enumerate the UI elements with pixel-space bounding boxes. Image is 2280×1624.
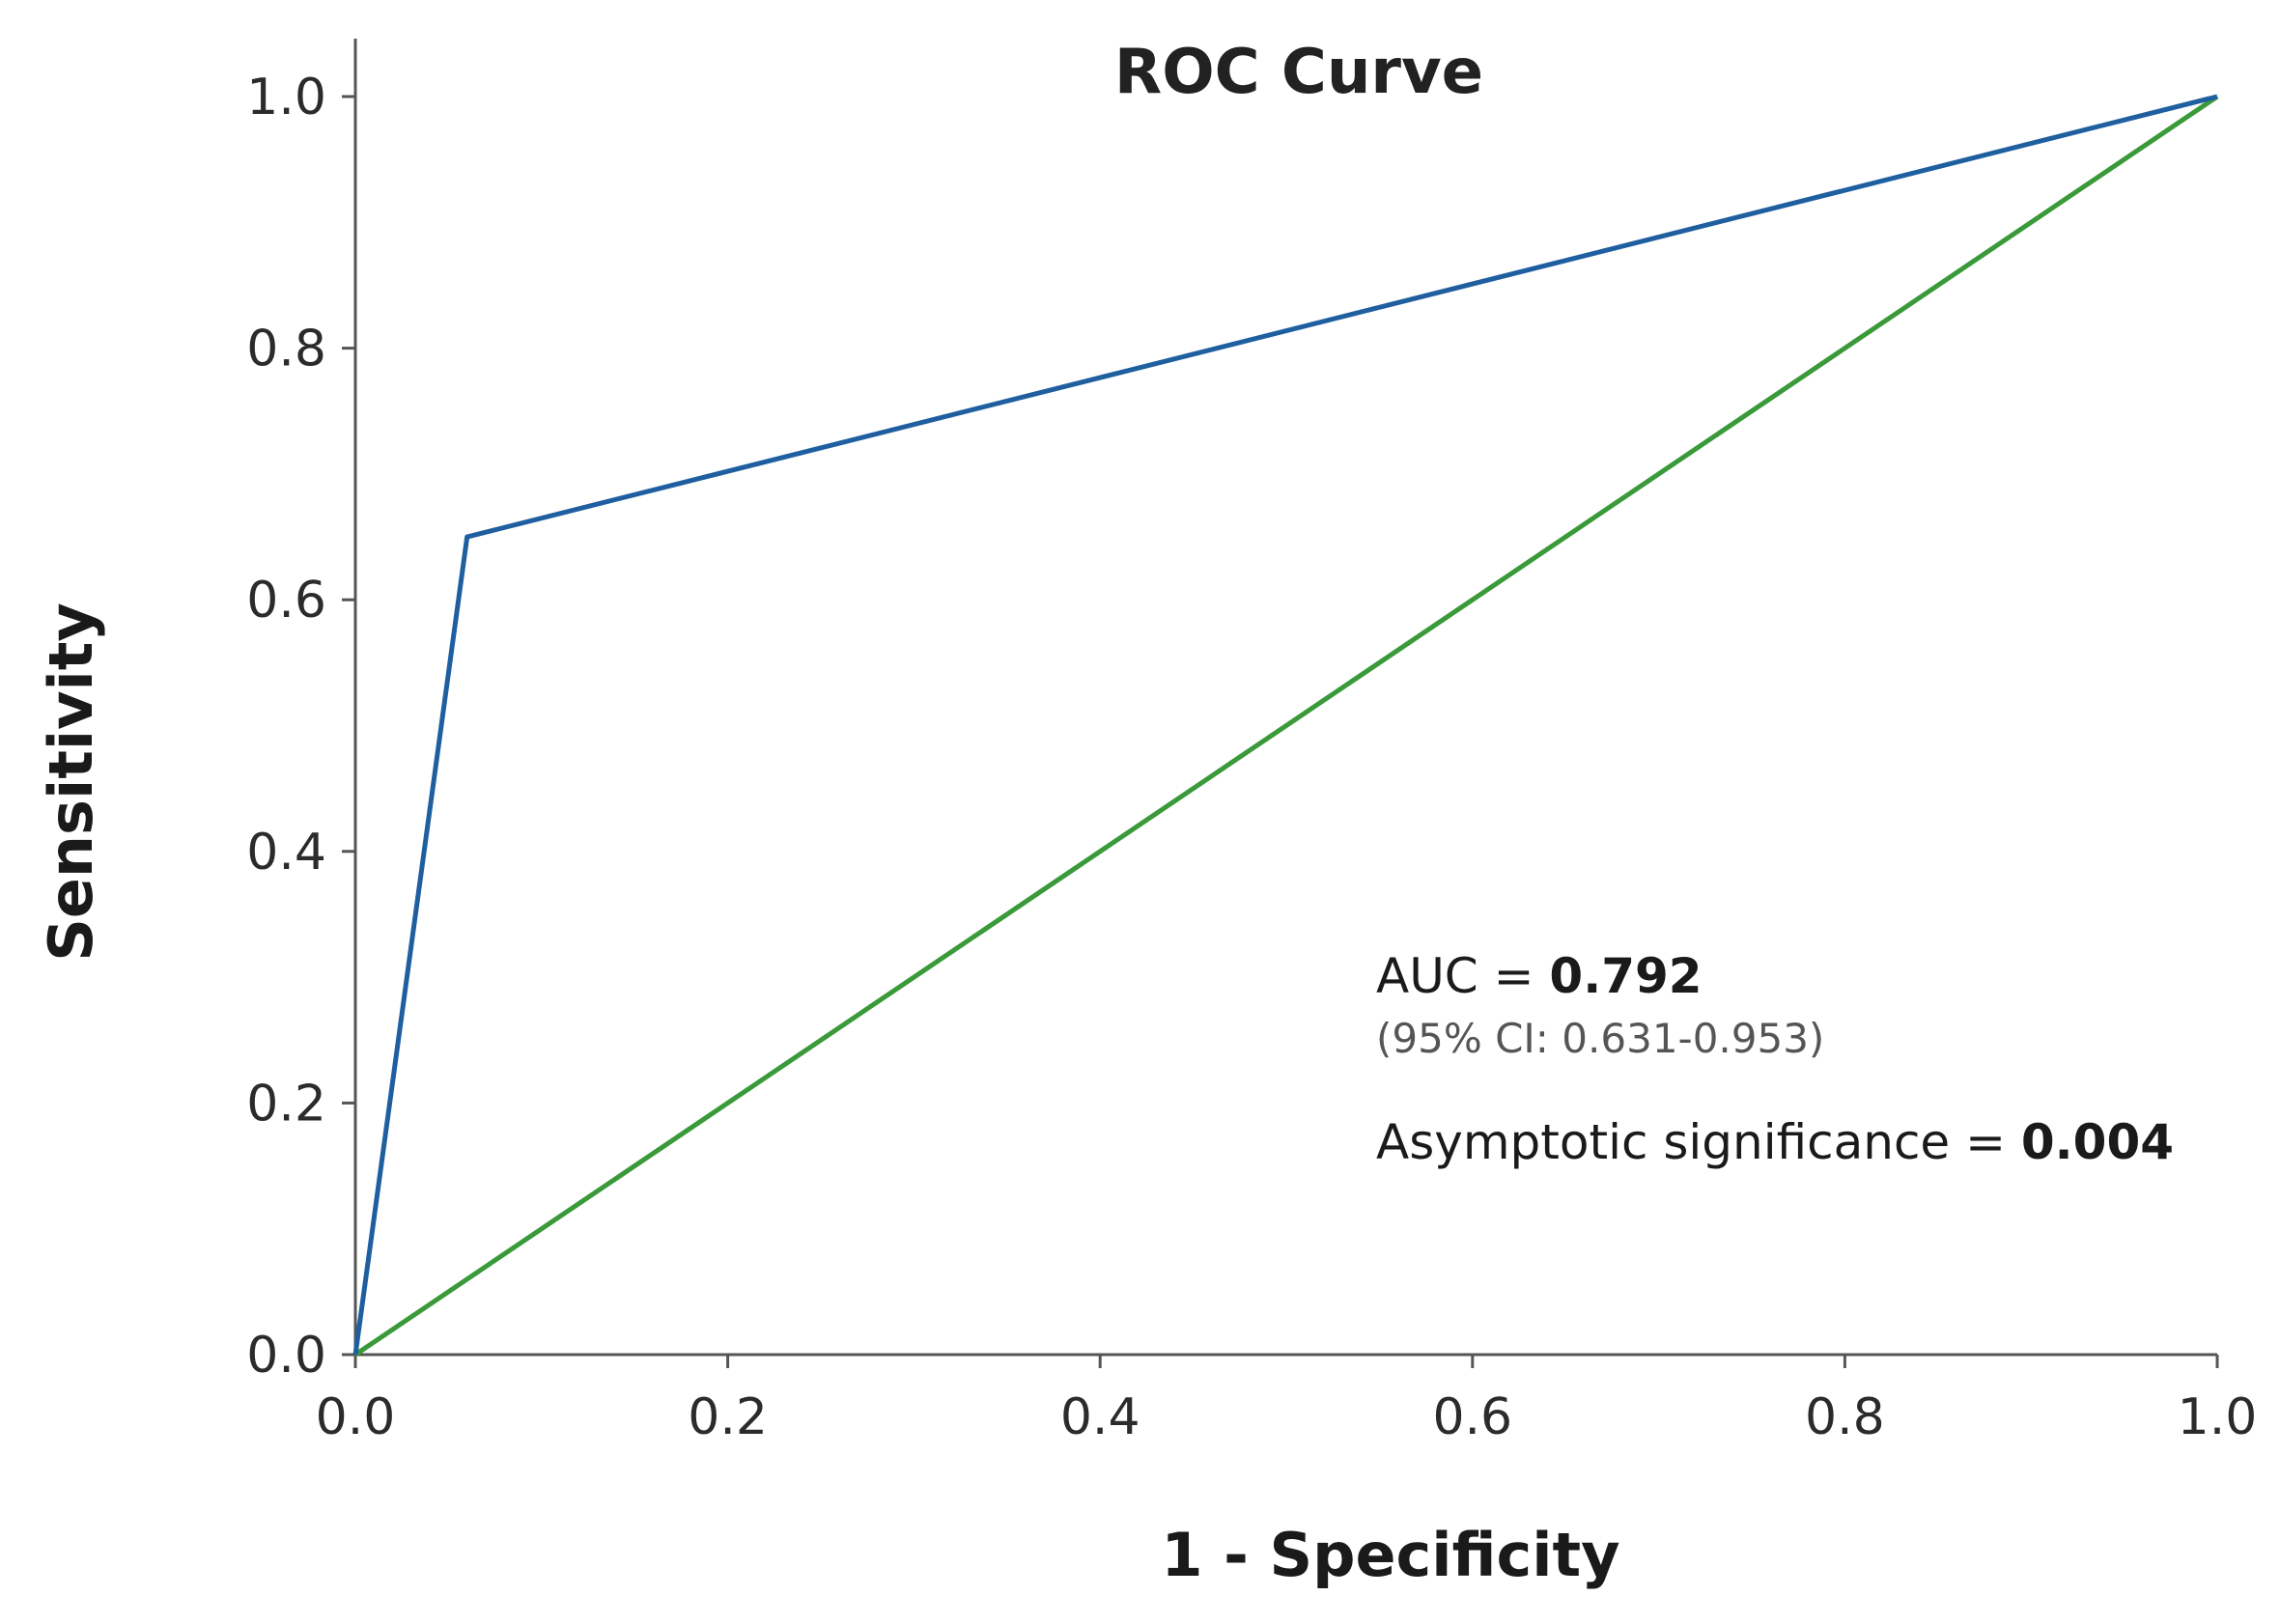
significance-annotation: Asymptotic significance = 0.004 (1376, 1114, 2174, 1170)
x-tick-label: 0.4 (1060, 1388, 1140, 1446)
chart-title: ROC Curve (1114, 37, 1483, 108)
x-tick-label: 0.8 (1805, 1388, 1885, 1446)
y-tick-label: 0.8 (246, 321, 326, 378)
y-tick-label: 0.0 (246, 1327, 326, 1385)
auc-value: 0.792 (1549, 948, 1702, 1004)
axes (353, 39, 2217, 1357)
x-axis-ticks: 0.0 0.2 0.4 0.6 0.8 1.0 (316, 1355, 2258, 1446)
series-layer (352, 94, 2219, 1358)
auc-label: AUC = (1376, 948, 1549, 1004)
roc-curve-line (352, 94, 2218, 1356)
x-tick-label: 1.0 (2178, 1388, 2258, 1446)
x-tick-label: 0.0 (316, 1388, 396, 1446)
y-tick-label: 0.2 (246, 1075, 326, 1133)
ci-annotation: (95% CI: 0.631-0.953) (1376, 1015, 1824, 1062)
y-axis-title: Sensitivity (36, 602, 106, 962)
sig-value: 0.004 (2021, 1114, 2174, 1170)
x-tick-label: 0.2 (688, 1388, 768, 1446)
sig-label: Asymptotic significance = (1376, 1114, 2021, 1170)
y-tick-label: 0.4 (246, 824, 326, 882)
y-tick-label: 0.6 (246, 572, 326, 630)
y-axis-ticks: 0.0 0.2 0.4 0.6 0.8 1.0 (246, 69, 355, 1385)
y-tick-label: 1.0 (246, 69, 326, 126)
x-axis-title: 1 - Specificity (1161, 1520, 1619, 1590)
reference-diagonal-line (353, 94, 2219, 1358)
annotation-box: AUC = 0.792 (95% CI: 0.631-0.953) Asympt… (1376, 948, 2174, 1170)
x-tick-label: 0.6 (1432, 1388, 1512, 1446)
auc-annotation: AUC = 0.792 (1376, 948, 1703, 1004)
